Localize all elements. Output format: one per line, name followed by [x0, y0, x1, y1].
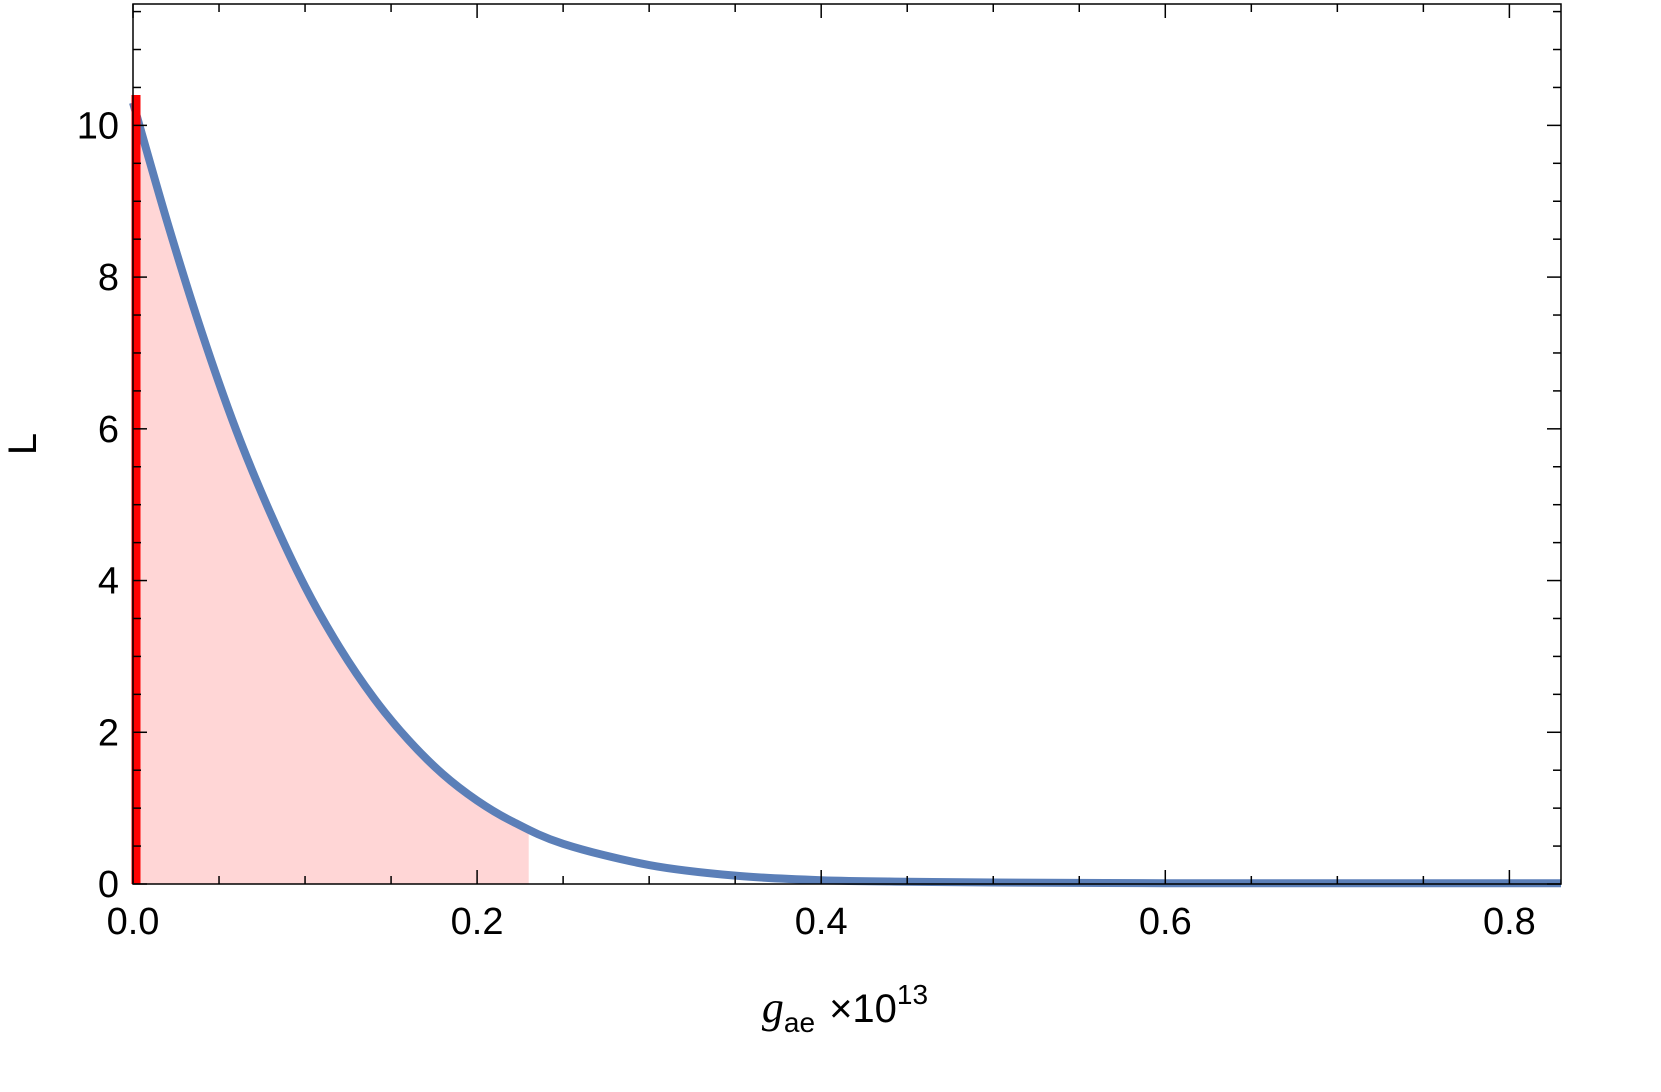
- plot-frame: [132, 3, 1562, 885]
- y-tick-label: 8: [98, 257, 119, 299]
- x-axis-label: gae ×1013: [762, 979, 928, 1038]
- y-tick-label: 6: [98, 409, 119, 451]
- x-tick-label: 0.6: [1139, 901, 1192, 943]
- y-tick-label: 4: [98, 561, 119, 603]
- x-axis-label-subscript: ae: [784, 1007, 815, 1038]
- shaded-region-layer: [133, 102, 529, 885]
- likelihood-curve: [129, 101, 1561, 888]
- x-tick-label: 0.0: [107, 901, 160, 943]
- tick-layer: [132, 4, 1561, 885]
- shaded-region: [133, 102, 529, 885]
- curve-layer: [129, 101, 1561, 888]
- x-tick-label: 0.4: [795, 901, 848, 943]
- y-axis-label: L: [1, 433, 45, 455]
- x-axis-label-exponent: 13: [897, 979, 928, 1010]
- x-tick-label: 0.8: [1483, 901, 1536, 943]
- y-tick-label: 2: [98, 712, 119, 754]
- x-tick-label: 0.2: [451, 901, 504, 943]
- x-axis-label-multiplier: ×10: [829, 987, 897, 1031]
- tick-label-layer: 0.0 0.2 0.4 0.6 0.8 0 2 4 6 8 10: [77, 105, 1536, 943]
- x-axis-label-base: g: [762, 983, 784, 1032]
- y-tick-label: 10: [77, 105, 119, 147]
- y-tick-label: 0: [98, 864, 119, 906]
